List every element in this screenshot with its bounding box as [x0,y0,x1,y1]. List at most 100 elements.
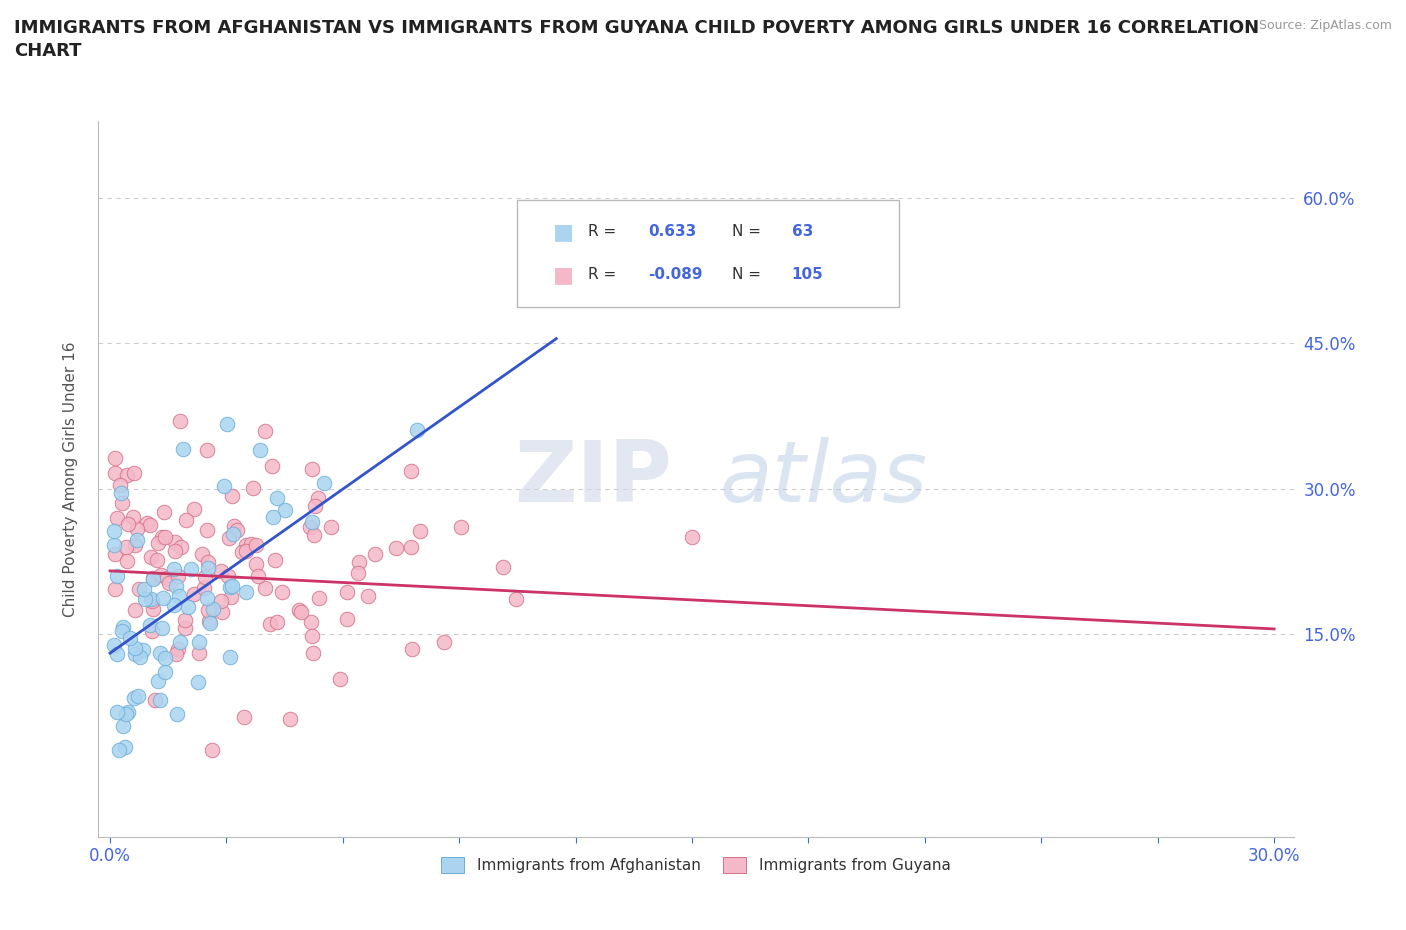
Point [167,569,190,584]
Point [240,537,263,551]
Point [111,495,134,510]
Point [124,602,146,617]
Point [139,517,162,532]
Text: IMMIGRANTS FROM AFGHANISTAN VS IMMIGRANTS FROM GUYANA CHILD POVERTY AMONG GIRLS : IMMIGRANTS FROM AFGHANISTAN VS IMMIGRANT… [14,19,1260,60]
Point [450,520,472,535]
Point [301,629,323,644]
Point [245,538,267,552]
Point [114,739,136,754]
Point [150,620,173,635]
Point [103,538,125,552]
Point [155,650,177,665]
Point [104,451,127,466]
Point [142,602,165,617]
Point [163,544,186,559]
Text: N =: N = [733,224,761,239]
Point [139,591,162,606]
Text: Source: ZipAtlas.com: Source: ZipAtlas.com [1258,19,1392,32]
Point [304,499,326,514]
Point [110,624,132,639]
Point [183,501,205,516]
Point [357,589,380,604]
Point [129,650,152,665]
Point [163,562,186,577]
Point [104,581,127,596]
Point [117,516,139,531]
Text: ■: ■ [553,222,574,242]
Text: N =: N = [733,267,761,283]
Point [162,598,184,613]
Point [139,550,162,565]
Point [301,645,323,660]
Text: atlas: atlas [720,437,928,521]
Point [217,568,239,583]
Point [180,562,202,577]
Point [191,547,214,562]
Point [235,544,257,559]
Point [209,593,232,608]
Point [105,568,128,583]
Point [132,581,155,596]
Point [139,618,162,632]
Point [114,539,136,554]
Text: 63: 63 [792,224,813,239]
Point [142,571,165,586]
Point [150,530,173,545]
FancyBboxPatch shape [517,200,900,307]
Point [170,539,193,554]
Point [299,615,322,630]
Text: -0.089: -0.089 [648,267,703,283]
Point [173,612,195,627]
Point [153,504,176,519]
Point [105,511,128,525]
Text: 105: 105 [792,267,824,283]
Point [401,463,423,478]
Point [167,642,190,657]
Text: ZIP: ZIP [515,437,672,521]
Point [298,519,321,534]
Point [166,707,188,722]
Text: ■: ■ [553,265,574,285]
Point [219,649,242,664]
Point [103,637,125,652]
Point [148,673,170,688]
Point [128,582,150,597]
Point [177,600,200,615]
Point [125,522,148,537]
Point [124,538,146,553]
Point [266,615,288,630]
Point [195,522,218,537]
Point [347,566,370,581]
Point [347,554,370,569]
Point [254,423,277,438]
Point [153,665,176,680]
Point [159,576,181,591]
Point [174,512,197,527]
Point [235,538,257,552]
Point [209,563,232,578]
Point [336,585,359,600]
Point [399,539,422,554]
Point [124,641,146,656]
Point [188,634,211,649]
Point [197,560,219,575]
Point [105,647,128,662]
Point [433,634,456,649]
Point [115,468,138,483]
Point [197,602,219,617]
Point [232,710,254,724]
Text: R =: R = [589,267,617,283]
Point [141,593,163,608]
Point [253,580,276,595]
Point [111,719,134,734]
Point [260,458,283,473]
Text: R =: R = [589,224,617,239]
Point [183,587,205,602]
Point [221,489,243,504]
Point [262,510,284,525]
Point [148,536,170,551]
Point [146,552,169,567]
Point [198,613,221,628]
Point [385,540,408,555]
Point [149,645,172,660]
